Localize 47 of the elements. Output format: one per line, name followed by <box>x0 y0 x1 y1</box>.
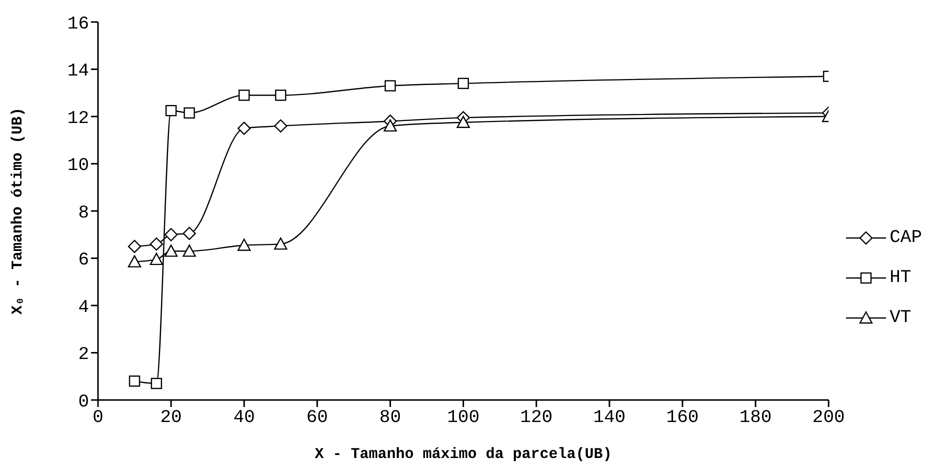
x-tick-label: 20 <box>160 408 182 428</box>
y-tick-label: 4 <box>78 298 89 318</box>
x-tick-label: 160 <box>666 408 699 428</box>
point <box>238 238 251 251</box>
y-tick-label: 8 <box>78 203 89 224</box>
y-tick-label: 10 <box>67 156 89 176</box>
point <box>182 226 196 240</box>
point <box>150 237 164 251</box>
x-tick-label: 60 <box>306 408 328 428</box>
legend-label: CAP <box>890 228 922 248</box>
point <box>182 244 196 257</box>
x-tick-label: 180 <box>739 408 772 428</box>
x-tick-label: 0 <box>92 408 104 428</box>
x-tick-label: 40 <box>233 408 255 428</box>
x-axis-title: X - Tamanho máximo da parcela(UB) <box>314 446 612 463</box>
point <box>128 240 142 254</box>
y-tick-label: 6 <box>78 250 89 271</box>
point <box>456 116 470 128</box>
y-tick-label: 14 <box>67 62 89 82</box>
legend-label: VT <box>890 308 912 328</box>
point <box>128 376 140 387</box>
point <box>165 104 177 116</box>
point <box>238 90 250 101</box>
point <box>150 252 164 266</box>
point <box>238 122 251 135</box>
point <box>164 228 178 242</box>
point <box>384 80 396 92</box>
y-tick-label: 2 <box>78 345 89 366</box>
y-tick-label: 16 <box>67 14 89 34</box>
x-tick-label: 200 <box>812 408 845 428</box>
legend-label: HT <box>890 268 912 288</box>
x-tick-label: 80 <box>379 408 402 428</box>
y-axis-title: X₀ - Tamanho ótimo (UB) <box>9 107 26 315</box>
x-tick-label: 100 <box>447 408 480 428</box>
point <box>275 90 286 101</box>
point <box>384 119 397 132</box>
y-tick-label: 0 <box>78 392 89 412</box>
point <box>274 119 288 133</box>
point <box>184 107 195 119</box>
y-tick-label: 12 <box>67 108 89 129</box>
point <box>458 78 469 90</box>
x-tick-label: 140 <box>593 408 626 428</box>
point <box>274 237 288 250</box>
point <box>128 255 142 268</box>
point <box>150 378 162 390</box>
point <box>164 244 178 257</box>
x-tick-label: 120 <box>520 408 553 428</box>
